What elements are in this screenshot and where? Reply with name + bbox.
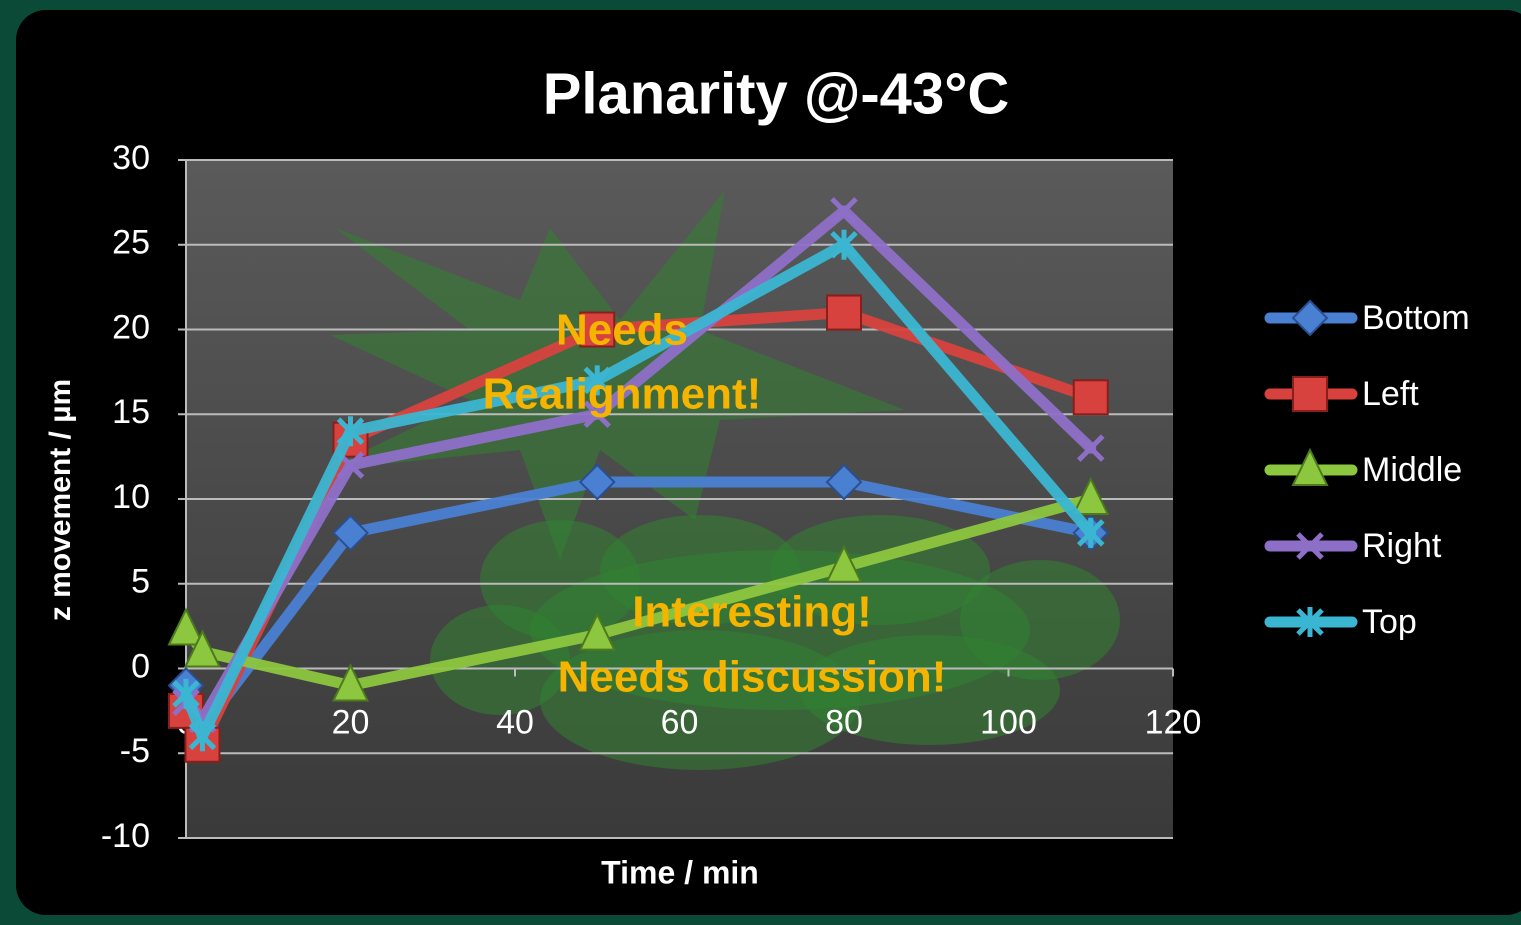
legend-label: Right [1362,527,1442,565]
x-tick-label: 80 [825,703,863,741]
y-tick-label: 15 [112,393,150,431]
x-tick-label: 60 [661,703,699,741]
legend-label: Left [1362,375,1419,413]
y-tick-label: 20 [112,308,150,346]
x-tick-label: 120 [1145,703,1202,741]
legend-label: Top [1362,603,1417,641]
annotation: Needs [556,306,688,355]
y-tick-label: 0 [131,647,150,685]
y-tick-label: -10 [101,817,150,855]
annotation: Realignment! [483,370,762,419]
marker [1293,377,1327,411]
chart-title: Planarity @-43°C [543,61,1010,126]
annotation: Interesting! [632,588,872,637]
y-tick-label: 30 [112,139,150,177]
marker [827,296,861,330]
page: {"chart_data": {"type": "line", "title":… [0,0,1521,925]
x-axis-title: Time / min [601,854,759,890]
y-axis-title: z movement / µm [44,379,77,621]
marker [1074,380,1108,414]
x-tick-label: 40 [496,703,534,741]
y-tick-label: -5 [120,732,150,770]
chart: -10-5051015202530020406080100120 NeedsRe… [0,0,1521,925]
y-tick-label: 10 [112,478,150,516]
y-tick-label: 25 [112,224,150,262]
x-tick-label: 100 [980,703,1037,741]
legend-label: Bottom [1362,299,1470,337]
annotation: Needs discussion! [558,653,947,702]
x-tick-label: 20 [332,703,370,741]
legend-label: Middle [1362,451,1462,489]
y-tick-label: 5 [131,563,150,601]
